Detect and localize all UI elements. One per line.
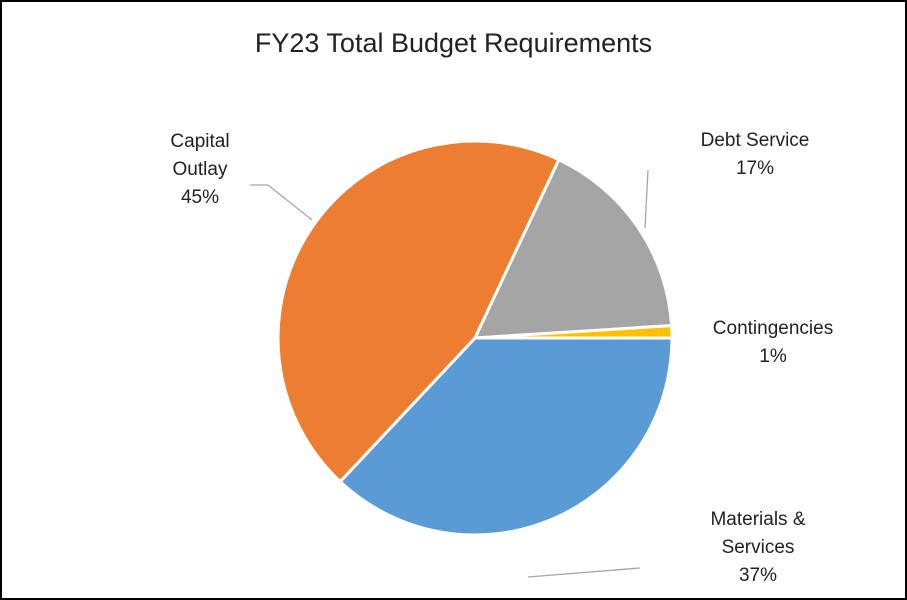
data-label: Materials & Services 37% [693, 506, 823, 590]
value-label: 37% [738, 565, 778, 586]
pie-slice [338, 336, 674, 537]
category-label: Debt Service [700, 130, 810, 151]
chart-title: FY23 Total Budget Requirements [254, 28, 653, 58]
pie-slice [472, 157, 674, 340]
leader-line [527, 567, 641, 578]
leader-line [644, 169, 649, 229]
leader-line [250, 184, 313, 221]
data-label: Capital Outlay 45% [150, 128, 250, 212]
pie-slice [276, 139, 561, 484]
category-label: Capital Outlay [170, 131, 230, 180]
pie-slice [474, 324, 674, 340]
value-label: 45% [180, 187, 220, 208]
data-label: Contingencies 1% [688, 315, 858, 371]
value-label: 1% [759, 346, 787, 367]
data-label: Debt Service 17% [670, 127, 840, 183]
category-label: Contingencies [712, 318, 834, 339]
category-label: Materials & Services [710, 509, 806, 558]
value-label: 17% [735, 158, 775, 179]
